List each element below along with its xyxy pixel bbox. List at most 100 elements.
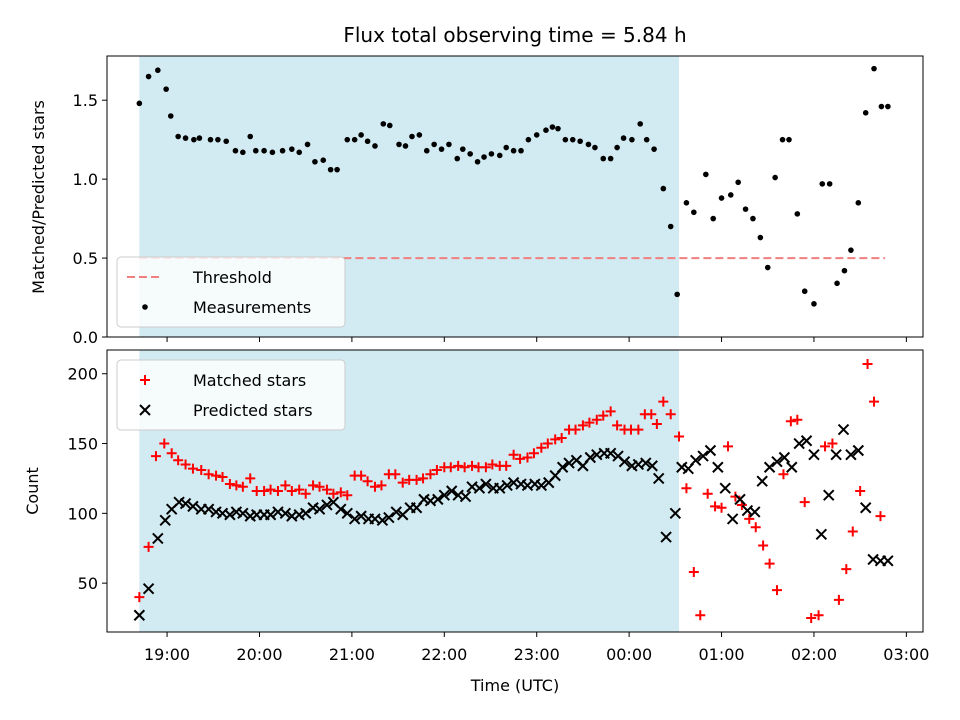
data-point bbox=[259, 486, 270, 496]
data-point bbox=[409, 133, 415, 140]
data-point bbox=[543, 127, 549, 133]
data-point bbox=[660, 185, 667, 192]
data-point bbox=[438, 146, 445, 152]
data-point bbox=[459, 462, 470, 473]
data-point bbox=[372, 143, 378, 149]
data-point bbox=[380, 121, 387, 127]
data-point bbox=[142, 583, 155, 595]
data-point bbox=[847, 526, 858, 537]
data-point bbox=[191, 136, 197, 143]
data-point bbox=[604, 447, 617, 460]
data-point bbox=[742, 206, 749, 212]
data-point bbox=[563, 457, 575, 469]
data-point bbox=[150, 451, 161, 462]
data-point bbox=[445, 485, 458, 497]
data-point bbox=[830, 448, 842, 461]
data-point bbox=[376, 480, 387, 491]
data-point bbox=[203, 469, 214, 480]
data-point bbox=[542, 438, 553, 449]
data-point bbox=[716, 502, 727, 513]
data-point bbox=[801, 288, 808, 295]
data-point bbox=[383, 511, 395, 524]
data-point bbox=[335, 503, 347, 515]
data-point bbox=[806, 613, 817, 624]
data-point bbox=[799, 497, 810, 508]
data-point bbox=[772, 174, 778, 181]
data-point bbox=[793, 437, 805, 450]
data-point bbox=[217, 472, 228, 483]
data-point bbox=[869, 396, 880, 407]
count-panel: 50 100 150 200 19:00 20:00 21:00 22:00 23:00 00:0… bbox=[67, 349, 929, 664]
data-point bbox=[681, 483, 692, 494]
data-point bbox=[660, 531, 672, 543]
data-point bbox=[494, 482, 506, 494]
data-point bbox=[826, 181, 833, 187]
legend: Threshold Measurements bbox=[116, 256, 346, 328]
x-tick-label: 22:00 bbox=[421, 645, 467, 664]
data-point bbox=[841, 267, 848, 274]
data-point bbox=[792, 414, 803, 425]
data-point bbox=[348, 513, 361, 525]
data-point bbox=[473, 482, 486, 494]
data-point bbox=[155, 67, 161, 74]
legend-box bbox=[116, 256, 346, 328]
data-point bbox=[689, 454, 702, 466]
data-point bbox=[550, 434, 561, 445]
data-point bbox=[598, 410, 609, 421]
data-point bbox=[364, 138, 371, 145]
data-point bbox=[815, 528, 828, 540]
data-point bbox=[474, 158, 481, 165]
data-point bbox=[312, 158, 318, 165]
data-point bbox=[386, 122, 393, 129]
data-point bbox=[418, 473, 429, 484]
data-point bbox=[862, 110, 869, 116]
data-point bbox=[215, 136, 221, 143]
data-point bbox=[734, 493, 746, 506]
data-point bbox=[771, 585, 782, 596]
series-2 bbox=[133, 423, 894, 621]
data-point bbox=[549, 124, 556, 130]
data-point bbox=[508, 449, 519, 460]
data-point bbox=[710, 501, 721, 512]
data-point bbox=[136, 100, 143, 107]
data-point bbox=[328, 488, 339, 499]
x-tick-label: 21:00 bbox=[329, 645, 375, 664]
data-point bbox=[569, 136, 576, 143]
data-point bbox=[308, 480, 319, 491]
y-tick-label: 200 bbox=[67, 365, 98, 384]
data-point bbox=[600, 155, 607, 162]
data-point bbox=[667, 223, 674, 230]
data-point bbox=[646, 460, 658, 472]
data-point bbox=[304, 141, 311, 148]
data-point bbox=[629, 136, 635, 143]
data-point bbox=[779, 136, 786, 143]
data-point bbox=[467, 460, 478, 471]
data-point bbox=[823, 489, 835, 501]
data-point bbox=[488, 151, 495, 157]
data-point bbox=[280, 480, 291, 491]
data-point bbox=[182, 135, 189, 141]
data-point bbox=[674, 291, 680, 298]
data-point bbox=[719, 482, 731, 494]
data-point bbox=[643, 136, 650, 143]
data-point bbox=[749, 506, 761, 518]
data-point bbox=[875, 511, 886, 522]
x-tick-label: 23:00 bbox=[514, 645, 560, 664]
data-point bbox=[669, 507, 682, 520]
data-point bbox=[335, 487, 346, 498]
data-point bbox=[390, 469, 401, 480]
data-point bbox=[179, 497, 192, 510]
x-tick-label: 00:00 bbox=[606, 645, 652, 664]
data-point bbox=[837, 423, 850, 436]
data-point bbox=[247, 133, 254, 140]
data-point bbox=[143, 541, 154, 552]
data-point bbox=[584, 417, 595, 428]
legend-marker bbox=[142, 304, 148, 310]
data-point bbox=[800, 435, 813, 447]
data-point bbox=[727, 192, 734, 198]
data-point bbox=[811, 301, 817, 307]
data-point bbox=[852, 444, 865, 457]
legend-label: Threshold bbox=[192, 268, 272, 287]
data-point bbox=[620, 135, 627, 141]
